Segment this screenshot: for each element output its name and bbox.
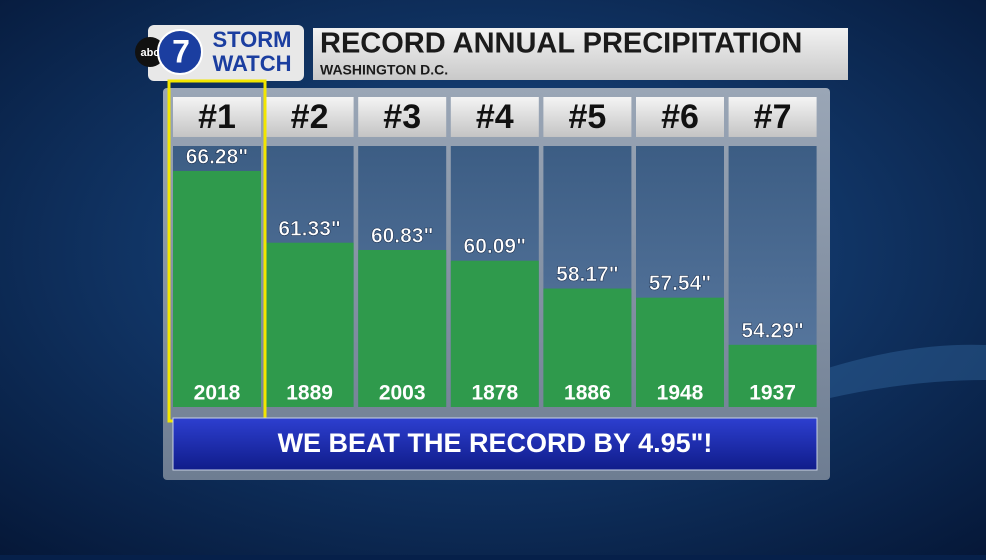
title-box: [313, 28, 848, 80]
rank-box: [636, 97, 724, 137]
rank-box: [358, 97, 447, 137]
rank-label: #7: [754, 98, 792, 136]
rank-box: [543, 97, 632, 137]
rank-label: #5: [568, 98, 606, 136]
x-tick-label: 1948: [657, 382, 704, 405]
value-label: 60.09": [464, 235, 527, 258]
value-label: 60.83": [371, 225, 434, 248]
value-label: 57.54": [649, 272, 712, 295]
bar: [636, 297, 724, 407]
bar: [173, 170, 261, 407]
rank-box: [173, 97, 261, 137]
rank-label: #3: [383, 98, 421, 136]
logo-seven: [157, 29, 203, 75]
rank-label: #4: [476, 98, 514, 136]
annotation: WE BEAT THE RECORD BY 4.95"!: [278, 428, 713, 458]
rank-box: [265, 97, 354, 137]
value-label: 54.29": [741, 319, 804, 342]
rank-box: [728, 97, 817, 137]
logo-abc: [135, 37, 165, 67]
x-tick-label: 1878: [471, 382, 518, 405]
bar: [358, 249, 447, 407]
rank-box: [450, 97, 539, 137]
x-tick-label: 1886: [564, 382, 611, 405]
bar: [265, 242, 354, 407]
value-label: 61.33": [278, 217, 341, 240]
logo-channel: 7: [172, 33, 190, 69]
x-tick-label: 2018: [194, 382, 241, 405]
logo-network: abc: [141, 47, 160, 59]
rank-label: #2: [291, 98, 329, 136]
rank-label: #1: [198, 98, 236, 136]
value-label: 66.28": [186, 145, 249, 168]
logo-line1: STORM: [212, 27, 291, 52]
x-tick-label: 2003: [379, 382, 426, 405]
banner: [172, 417, 818, 471]
value-label: 58.17": [556, 263, 619, 286]
logo-line2: WATCH: [212, 51, 291, 76]
chart-title: RECORD ANNUAL PRECIPITATION: [320, 28, 802, 60]
rank-label: #6: [661, 98, 699, 136]
chart-subtitle: WASHINGTON D.C.: [320, 62, 448, 78]
x-tick-label: 1937: [749, 382, 796, 405]
x-tick-label: 1889: [286, 382, 333, 405]
bar: [450, 260, 539, 407]
bar: [728, 344, 817, 407]
bar: [543, 288, 632, 407]
